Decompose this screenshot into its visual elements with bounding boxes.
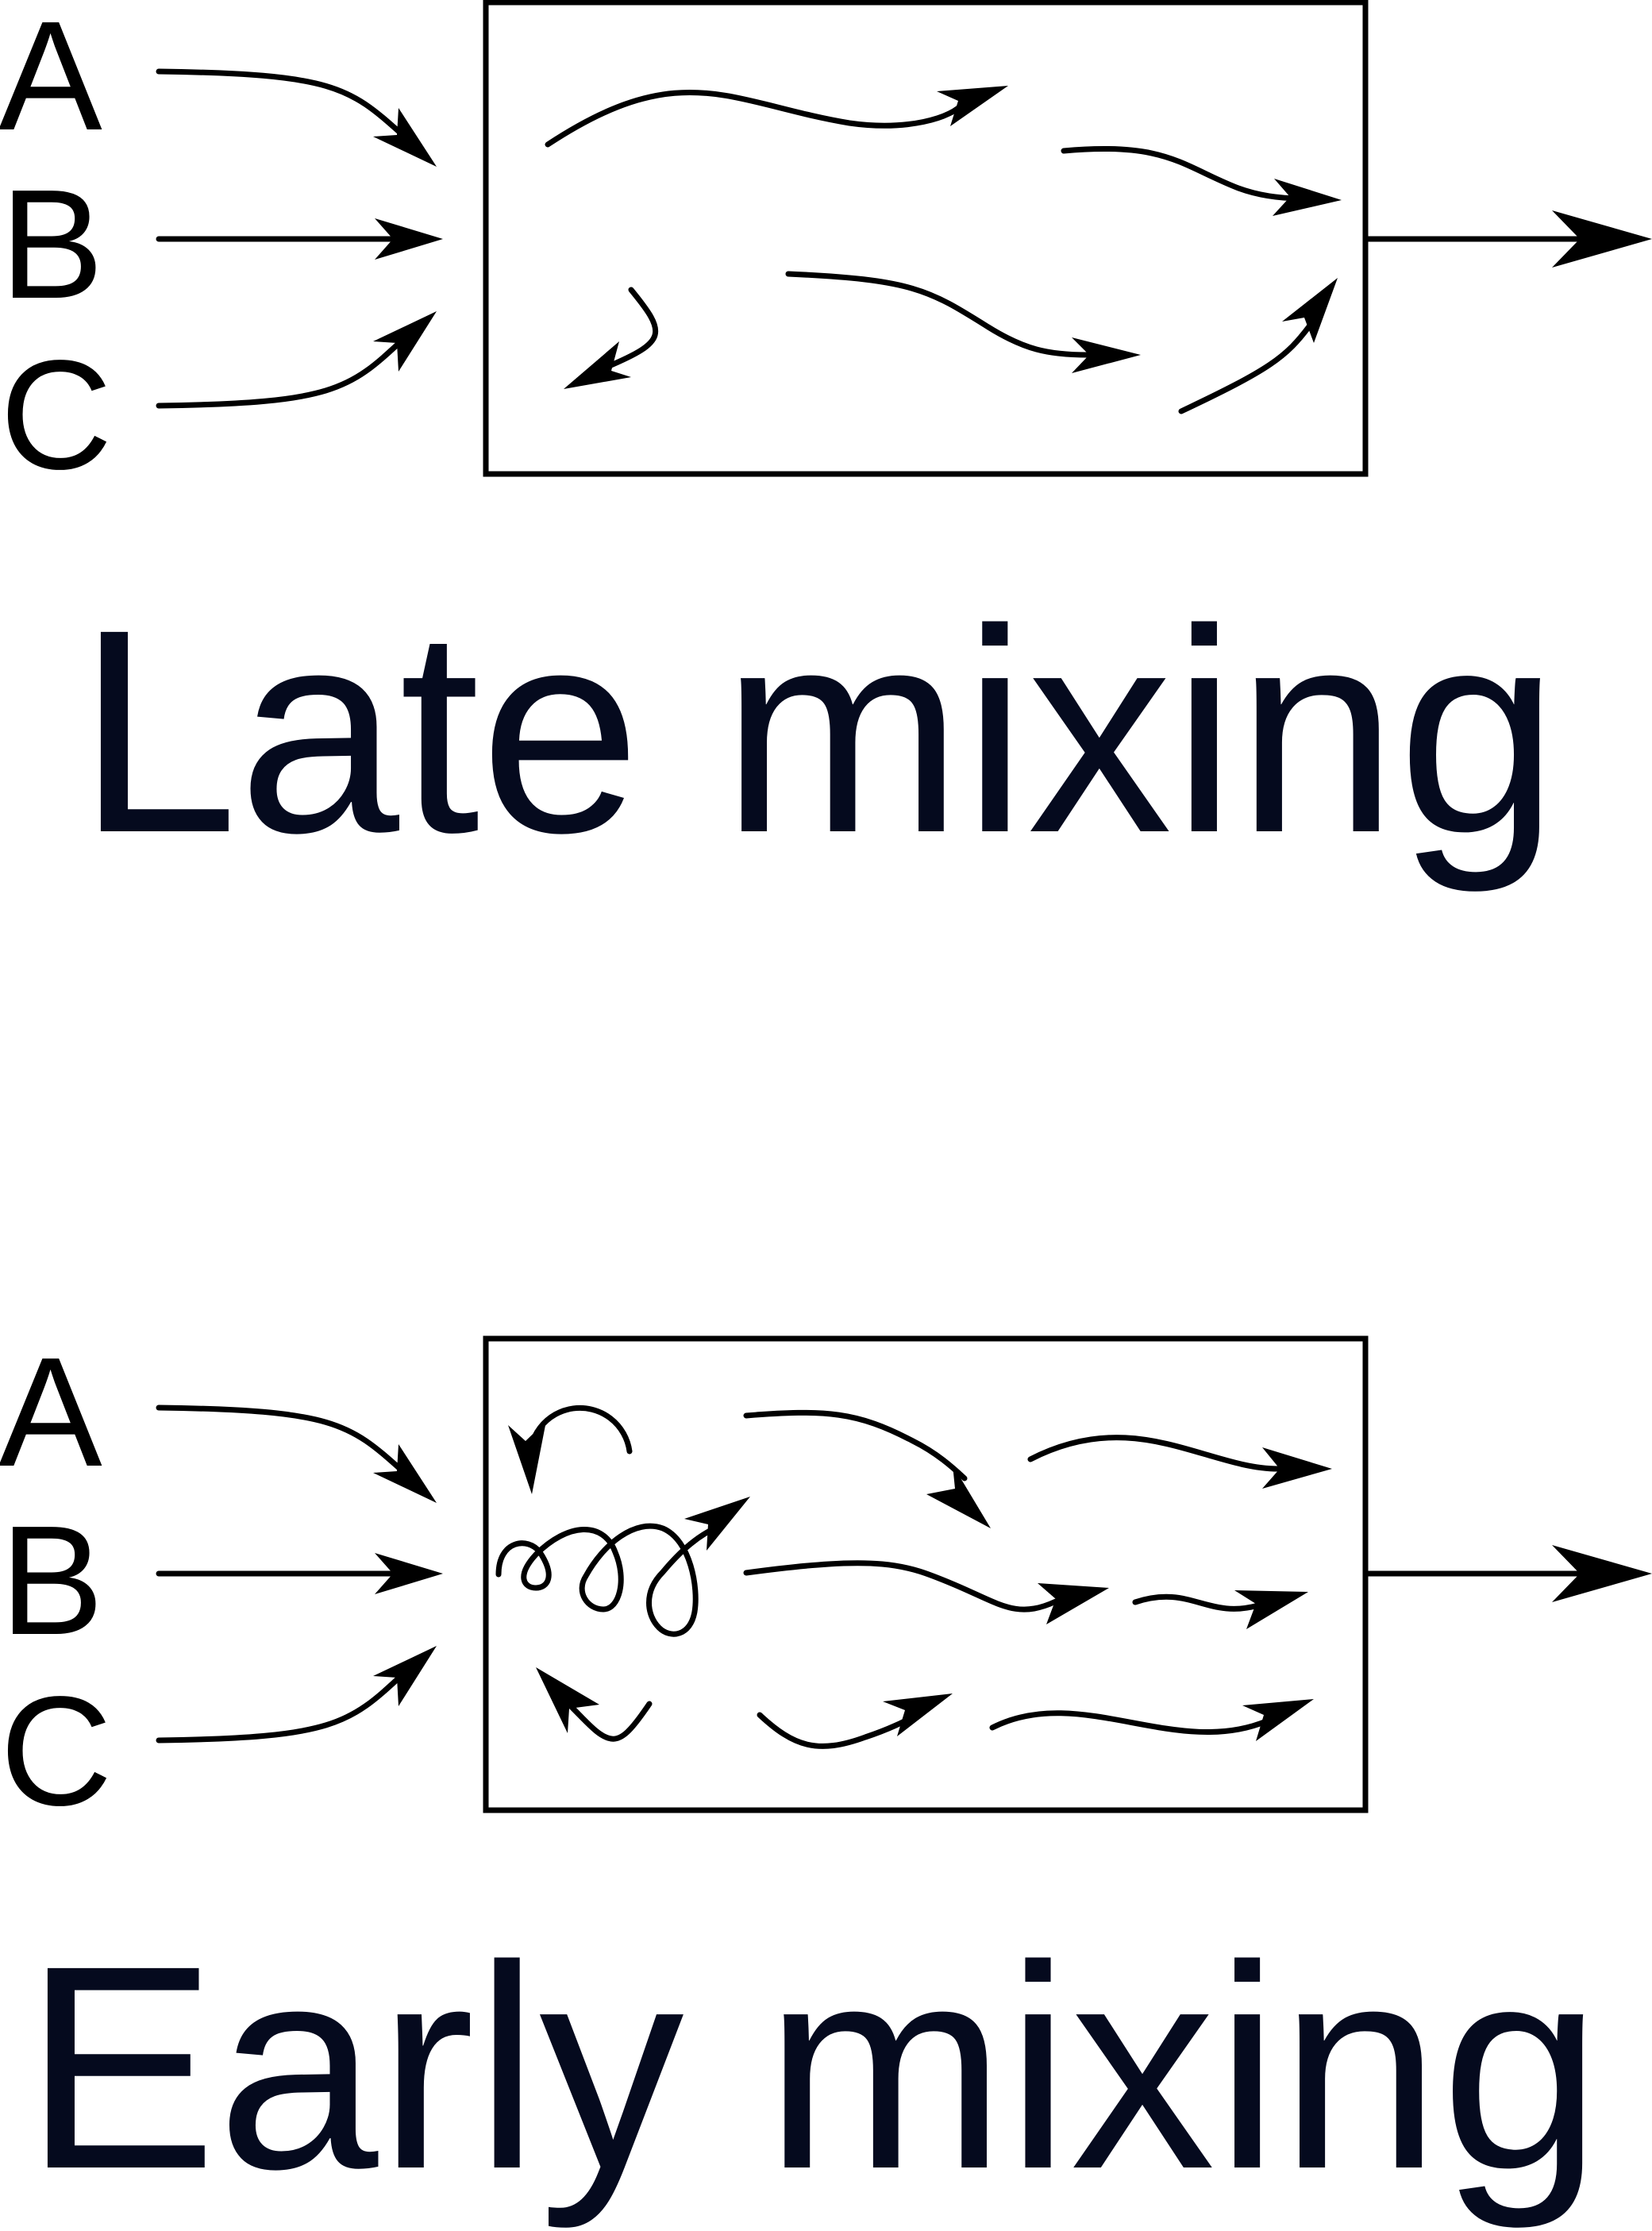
late-input-label-b: B [0, 157, 104, 331]
early-input-label-a: A [0, 1325, 102, 1499]
early-flow-arrow-2 [1027, 1435, 1332, 1489]
late-flow-arrow-4 [785, 271, 1141, 373]
early-flow-arrow-6 [757, 1693, 953, 1749]
late-flow-arrow-5 [1178, 278, 1338, 414]
early-input-arrow-a [156, 1404, 437, 1503]
early-output-arrow [1362, 1545, 1652, 1602]
early-flow-arrow-1 [743, 1409, 991, 1528]
early-mixing-panel: A B C [0, 1325, 1652, 2231]
late-input-label-c: C [0, 328, 113, 502]
late-input-label-a: A [0, 0, 102, 163]
late-flow-arrow-2 [1061, 145, 1342, 216]
early-flow-arrow-5 [536, 1667, 653, 1742]
early-input-label-b: B [0, 1493, 104, 1667]
late-input-arrow-c [156, 311, 437, 409]
late-reactor-box [483, 0, 1369, 477]
early-flow-arrow-4 [1132, 1590, 1308, 1629]
late-output-arrow [1362, 210, 1652, 268]
early-input-arrow-c [156, 1646, 437, 1744]
early-swirl-arrow [508, 1404, 633, 1494]
early-flow-arrow-3 [743, 1560, 1109, 1624]
early-input-label-c: C [0, 1664, 113, 1838]
late-mixing-panel: A B C [0, 0, 1652, 895]
early-loop-arrow [495, 1497, 750, 1637]
late-mixing-title: Late mixing [77, 570, 1559, 895]
early-input-arrow-b [156, 1553, 443, 1594]
early-flow-arrow-7 [989, 1699, 1314, 1741]
late-flow-arrow-3 [564, 287, 659, 389]
late-input-arrow-a [156, 68, 437, 167]
late-input-arrow-b [156, 218, 443, 260]
late-flow-arrow-1 [545, 86, 1008, 148]
early-mixing-title: Early mixing [24, 1906, 1602, 2231]
